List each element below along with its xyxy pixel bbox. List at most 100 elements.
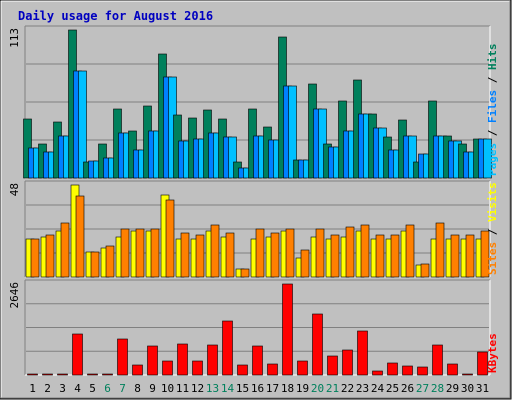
bar-kbytes-day-6 (102, 373, 113, 376)
x-tick-label: 15 (236, 382, 249, 395)
x-tick-label: 4 (74, 382, 81, 395)
bar-kbytes-day-26 (402, 365, 413, 376)
bar-kbytes-day-3 (57, 373, 68, 376)
bar-kbytes-day-4 (72, 333, 83, 376)
bar-kbytes-day-30 (462, 373, 473, 376)
bar-sites-day-17 (270, 232, 280, 278)
bar-kbytes-day-7 (117, 338, 128, 376)
bar-sites-day-19 (300, 249, 310, 278)
x-tick-label: 8 (134, 382, 141, 395)
x-tick-label: 22 (341, 382, 354, 395)
bar-kbytes-day-11 (177, 343, 188, 376)
bar-sites-day-5 (90, 251, 100, 278)
bar-sites-day-21 (330, 234, 340, 278)
x-tick-label: 24 (371, 382, 385, 395)
axis-label-files: Files (486, 90, 499, 123)
bar-kbytes-day-27 (417, 366, 428, 376)
bar-sites-day-3 (60, 222, 70, 278)
x-tick-label: 17 (266, 382, 279, 395)
x-tick-label: 5 (89, 382, 96, 395)
bar-sites-day-23 (360, 224, 370, 278)
x-tick-label: 13 (206, 382, 219, 395)
bar-sites-day-6 (105, 245, 115, 278)
axis-label-separator: / (486, 70, 499, 90)
x-tick-label: 27 (416, 382, 429, 395)
x-axis-labels: 1 2 3 4 5 6 7 8 9 10 11 12 13 14 15 16 17 18 19 20 21 22 23 24 2… (29, 382, 489, 395)
sites-visits-panel (24, 180, 491, 278)
bar-pages-day-26 (408, 135, 417, 179)
x-tick-label: 1 (29, 382, 36, 395)
x-tick-label: 29 (446, 382, 459, 395)
axis-label-separator: / (486, 222, 499, 242)
bar-kbytes-day-8 (132, 364, 143, 376)
hits-ymax-label: 113 (8, 28, 21, 48)
bar-kbytes-day-21 (327, 355, 338, 376)
bar-sites-day-27 (420, 263, 430, 278)
bar-kbytes-day-22 (342, 349, 353, 376)
bar-sites-day-1 (30, 238, 40, 278)
bar-sites-day-2 (45, 234, 55, 278)
bar-kbytes-day-5 (87, 373, 98, 376)
bar-sites-day-20 (315, 228, 325, 278)
bar-sites-day-11 (180, 232, 190, 278)
axis-label-kbytes: KBytes (486, 333, 499, 373)
bar-sites-day-28 (435, 222, 445, 278)
kbytes-axis-label: KBytes (486, 333, 499, 373)
bar-sites-day-13 (210, 224, 220, 278)
bar-sites-day-24 (375, 234, 385, 278)
bar-kbytes-day-15 (237, 364, 248, 376)
bar-sites-day-25 (390, 234, 400, 278)
bar-kbytes-day-23 (357, 330, 368, 376)
bar-kbytes-day-31 (477, 351, 488, 376)
bar-kbytes-day-14 (222, 320, 233, 376)
axis-label-visits: Visits (486, 182, 499, 222)
hits-axis-label: Pages / Files / Hits (486, 44, 499, 177)
bar-sites-day-14 (225, 232, 235, 278)
bar-sites-day-15 (240, 268, 250, 278)
bar-sites-day-31 (480, 230, 490, 278)
x-tick-label: 12 (191, 382, 204, 395)
x-tick-label: 28 (431, 382, 444, 395)
bar-kbytes-day-17 (267, 363, 278, 376)
bar-kbytes-day-2 (42, 373, 53, 376)
x-tick-label: 14 (221, 382, 235, 395)
bar-pages-day-18 (288, 85, 297, 179)
axis-label-pages: Pages (486, 143, 499, 176)
bar-kbytes-day-25 (387, 362, 398, 376)
axis-label-separator: / (486, 123, 499, 143)
bar-sites-day-7 (120, 228, 130, 278)
kbytes-ymax-label: 2646 (8, 282, 21, 309)
bar-kbytes-day-13 (207, 344, 218, 376)
chart-title: Daily usage for August 2016 (18, 9, 213, 23)
x-tick-label: 6 (104, 382, 111, 395)
bar-sites-day-18 (285, 228, 295, 278)
bar-sites-day-16 (255, 228, 265, 278)
x-tick-label: 19 (296, 382, 309, 395)
bar-pages-day-14 (228, 136, 237, 179)
bar-sites-day-26 (405, 224, 415, 278)
x-tick-label: 18 (281, 382, 294, 395)
bar-kbytes-day-24 (372, 370, 383, 376)
bar-pages-day-4 (78, 70, 87, 179)
bar-kbytes-day-10 (162, 360, 173, 376)
x-tick-label: 30 (461, 382, 474, 395)
x-tick-label: 7 (119, 382, 126, 395)
bar-kbytes-day-18 (282, 283, 293, 376)
x-tick-label: 25 (386, 382, 399, 395)
bar-sites-day-8 (135, 228, 145, 278)
x-tick-label: 20 (311, 382, 324, 395)
x-tick-label: 9 (149, 382, 156, 395)
x-tick-label: 11 (176, 382, 189, 395)
bar-sites-day-12 (195, 234, 205, 278)
bar-sites-day-10 (165, 199, 175, 278)
kbytes-panel (24, 279, 491, 376)
x-tick-label: 16 (251, 382, 264, 395)
bar-kbytes-day-20 (312, 313, 323, 376)
sites-axis-label: Sites / Visits (486, 182, 499, 275)
x-tick-label: 10 (161, 382, 174, 395)
x-tick-label: 23 (356, 382, 369, 395)
sites-ymax-label: 48 (8, 183, 21, 196)
x-tick-label: 3 (59, 382, 66, 395)
